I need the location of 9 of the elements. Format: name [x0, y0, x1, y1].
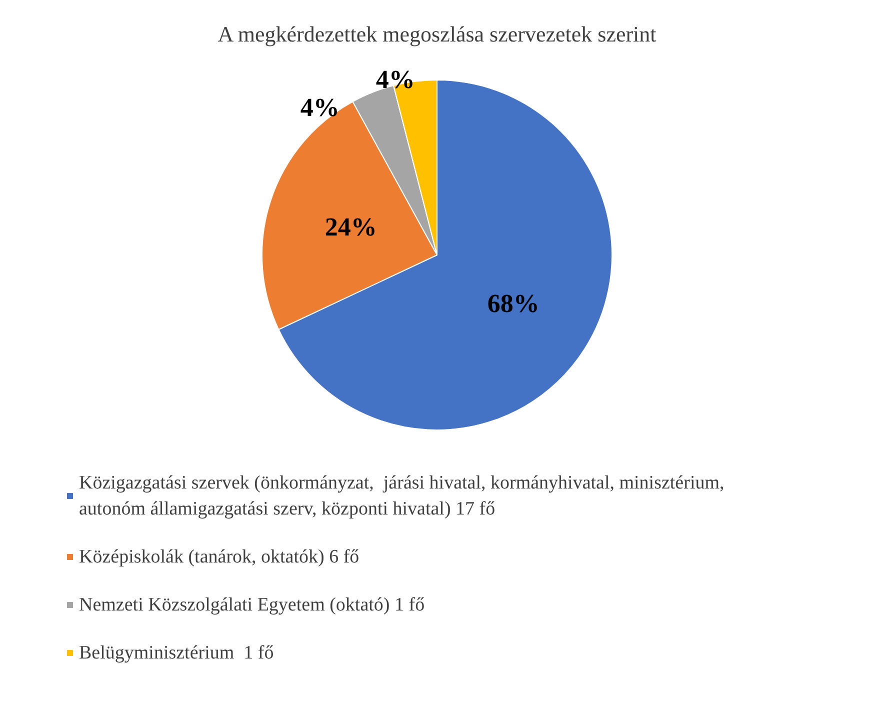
chart-title: A megkérdezettek megoszlása szervezetek szerint — [218, 22, 656, 46]
legend-label: Közigazgatási szervek (önkormányzat, járási hivatal, kormányhivatal, minisztérium, autonóm államigazgatási szerv, központi hivatal) 17 fő — [79, 472, 729, 520]
data-label: 68% — [487, 288, 540, 318]
legend-label: Nemzeti Közszolgálati Egyetem (oktató) 1 fő — [79, 594, 425, 616]
data-label: 4% — [376, 64, 415, 94]
legend-label: Belügyminisztérium 1 fő — [79, 642, 274, 664]
data-label: 24% — [324, 212, 377, 242]
legend-label: Középiskolák (tanárok, oktatók) 6 fő — [79, 546, 360, 568]
data-label: 4% — [300, 92, 340, 122]
